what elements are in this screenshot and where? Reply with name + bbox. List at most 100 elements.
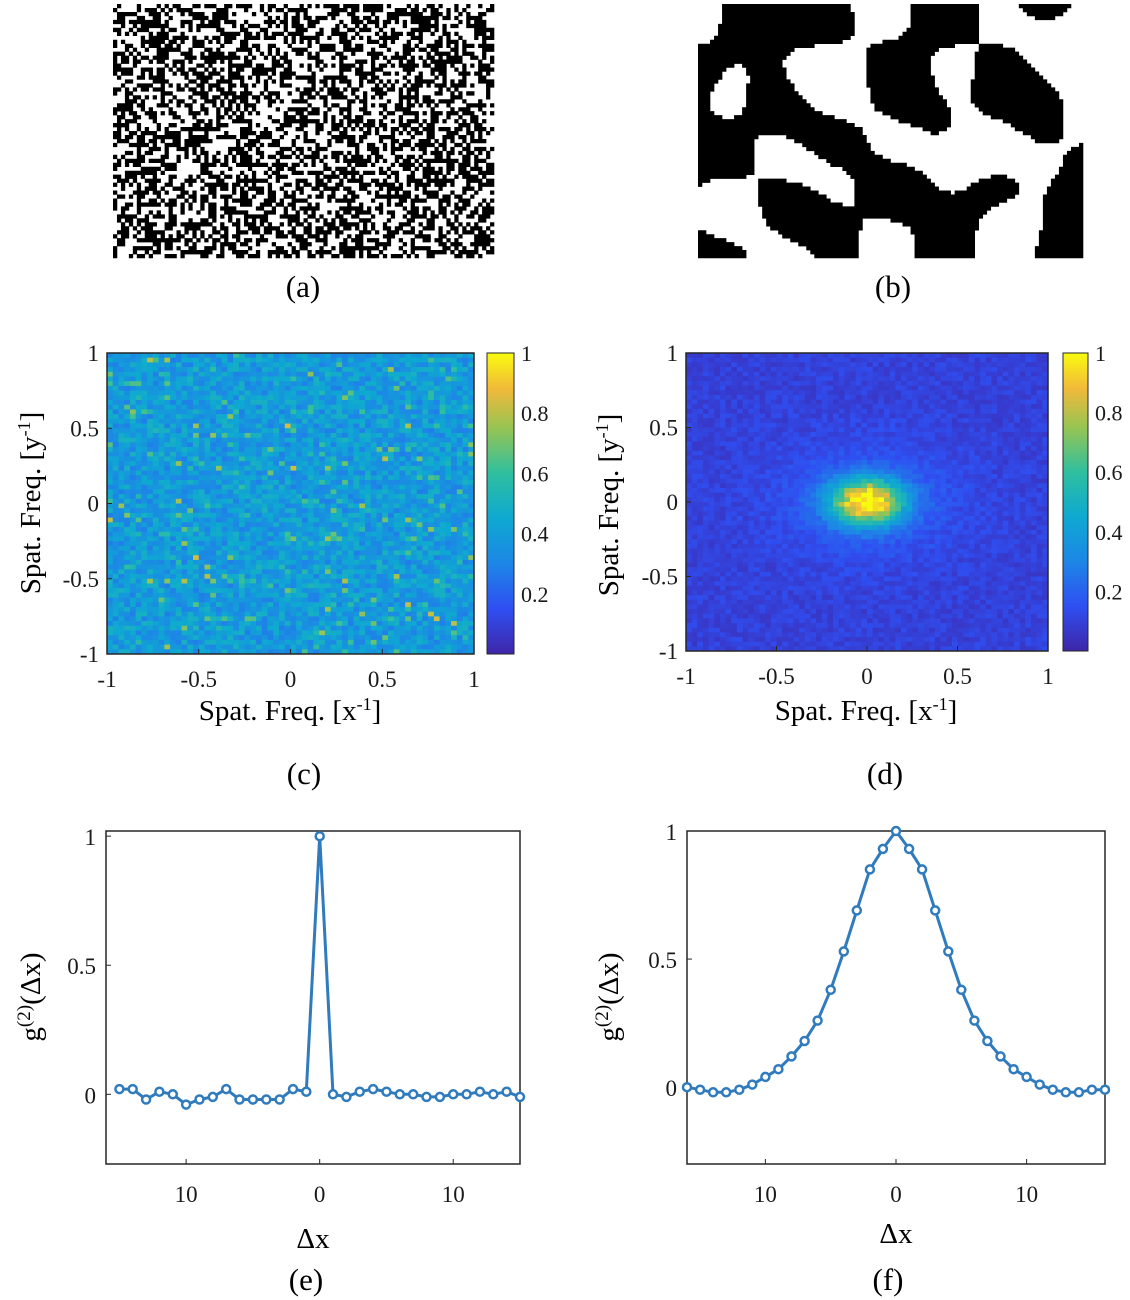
heatmap-cell [439, 456, 446, 462]
heatmap-cell [175, 479, 182, 486]
heatmap-cell [273, 517, 280, 523]
heatmap-cell [382, 649, 389, 655]
heatmap-cell [158, 353, 165, 359]
heatmap-cell [468, 470, 475, 476]
heatmap-cell [410, 428, 418, 434]
heatmap-cell [124, 616, 131, 622]
heatmap-cell [129, 395, 137, 401]
heatmap-cell [238, 583, 246, 589]
heatmap-cell [204, 475, 211, 481]
heatmap-cell [889, 404, 896, 410]
heatmap-cell [210, 367, 217, 373]
heatmap-cell [878, 353, 885, 359]
heatmap-cell [416, 447, 423, 453]
heatmap-cell [422, 625, 429, 631]
heatmap-cell [152, 489, 160, 495]
heatmap-cell [985, 399, 992, 405]
heatmap-cell [112, 522, 119, 528]
heatmap-cell [256, 522, 263, 528]
heatmap-cell [175, 597, 182, 603]
heatmap-cell [697, 366, 704, 373]
heatmap-cell [850, 357, 857, 363]
heatmap-cell [261, 447, 268, 453]
heatmap-cell [296, 498, 303, 504]
heatmap-cell [765, 404, 772, 410]
heatmap-cell [833, 390, 840, 396]
heatmap-cell [445, 367, 452, 373]
heatmap-cell [301, 564, 309, 570]
heatmap-cell [883, 408, 891, 414]
heatmap-cell [416, 531, 423, 537]
heatmap-cell [456, 414, 463, 420]
heatmap-cell [445, 385, 452, 392]
heatmap-cell [748, 408, 755, 414]
heatmap-cell [227, 611, 234, 617]
heatmap-cell [250, 541, 257, 547]
heatmap-cell [770, 390, 777, 396]
heatmap-cell [342, 494, 349, 500]
heatmap-cell [399, 508, 406, 514]
heatmap-cell [279, 400, 286, 406]
heatmap-cell [193, 470, 200, 476]
heatmap-cell [405, 461, 412, 467]
heatmap-cell [273, 404, 280, 410]
heatmap-cell [917, 380, 924, 386]
heatmap-cell [313, 461, 320, 467]
heatmap-cell [181, 381, 188, 387]
heatmap-cell [387, 606, 395, 613]
heatmap-cell [867, 357, 874, 363]
heatmap-cell [353, 508, 360, 514]
heatmap-cell [923, 362, 930, 368]
heatmap-cell [170, 583, 177, 589]
heatmap-cell [129, 489, 137, 495]
heatmap-cell [445, 555, 452, 561]
heatmap-cell [324, 456, 332, 462]
heatmap-cell [193, 592, 200, 598]
heatmap-cell [387, 451, 395, 457]
heatmap-cell [181, 522, 188, 528]
heatmap-cell [301, 574, 309, 580]
heatmap-cell [1025, 404, 1032, 410]
heatmap-cell [347, 494, 354, 500]
heatmap-cell [833, 394, 840, 400]
heatmap-cell [301, 588, 309, 594]
heatmap-cell [181, 583, 188, 589]
heatmap-cell [342, 465, 349, 471]
heatmap-cell [353, 409, 360, 415]
heatmap-cell [753, 399, 760, 405]
heatmap-cell [399, 385, 406, 392]
heatmap-cell [301, 385, 309, 392]
heatmap-cell [221, 527, 228, 533]
heatmap-cell [307, 353, 314, 359]
heatmap-cell [135, 465, 142, 471]
heatmap-cell [347, 550, 354, 556]
heatmap-cell [147, 428, 154, 434]
heatmap-cell [129, 555, 137, 561]
heatmap-cell [353, 611, 360, 617]
heatmap-cell [279, 371, 286, 377]
heatmap-cell [336, 442, 343, 448]
heatmap-cell [301, 456, 309, 462]
heatmap-cell [850, 376, 857, 382]
heatmap-cell [261, 456, 268, 462]
heatmap-cell [382, 574, 389, 580]
heatmap-cell [336, 592, 343, 598]
heatmap-cell [342, 574, 349, 580]
heatmap-cell [376, 597, 383, 603]
heatmap-cell [107, 606, 114, 613]
heatmap-cell [376, 357, 383, 363]
heatmap-cell [244, 559, 251, 566]
heatmap-cell [691, 376, 698, 382]
heatmap-cell [951, 353, 958, 359]
heatmap-cell [244, 578, 251, 584]
heatmap-cell [284, 418, 291, 424]
heatmap-cell [433, 418, 440, 424]
heatmap-cell [731, 357, 738, 363]
heatmap-cell [244, 550, 251, 556]
heatmap-cell [152, 357, 160, 363]
heatmap-cell [387, 522, 395, 528]
heatmap-cell [382, 527, 389, 533]
heatmap-cell [290, 381, 297, 387]
heatmap-cell [889, 399, 896, 405]
heatmap-cell [439, 545, 446, 551]
